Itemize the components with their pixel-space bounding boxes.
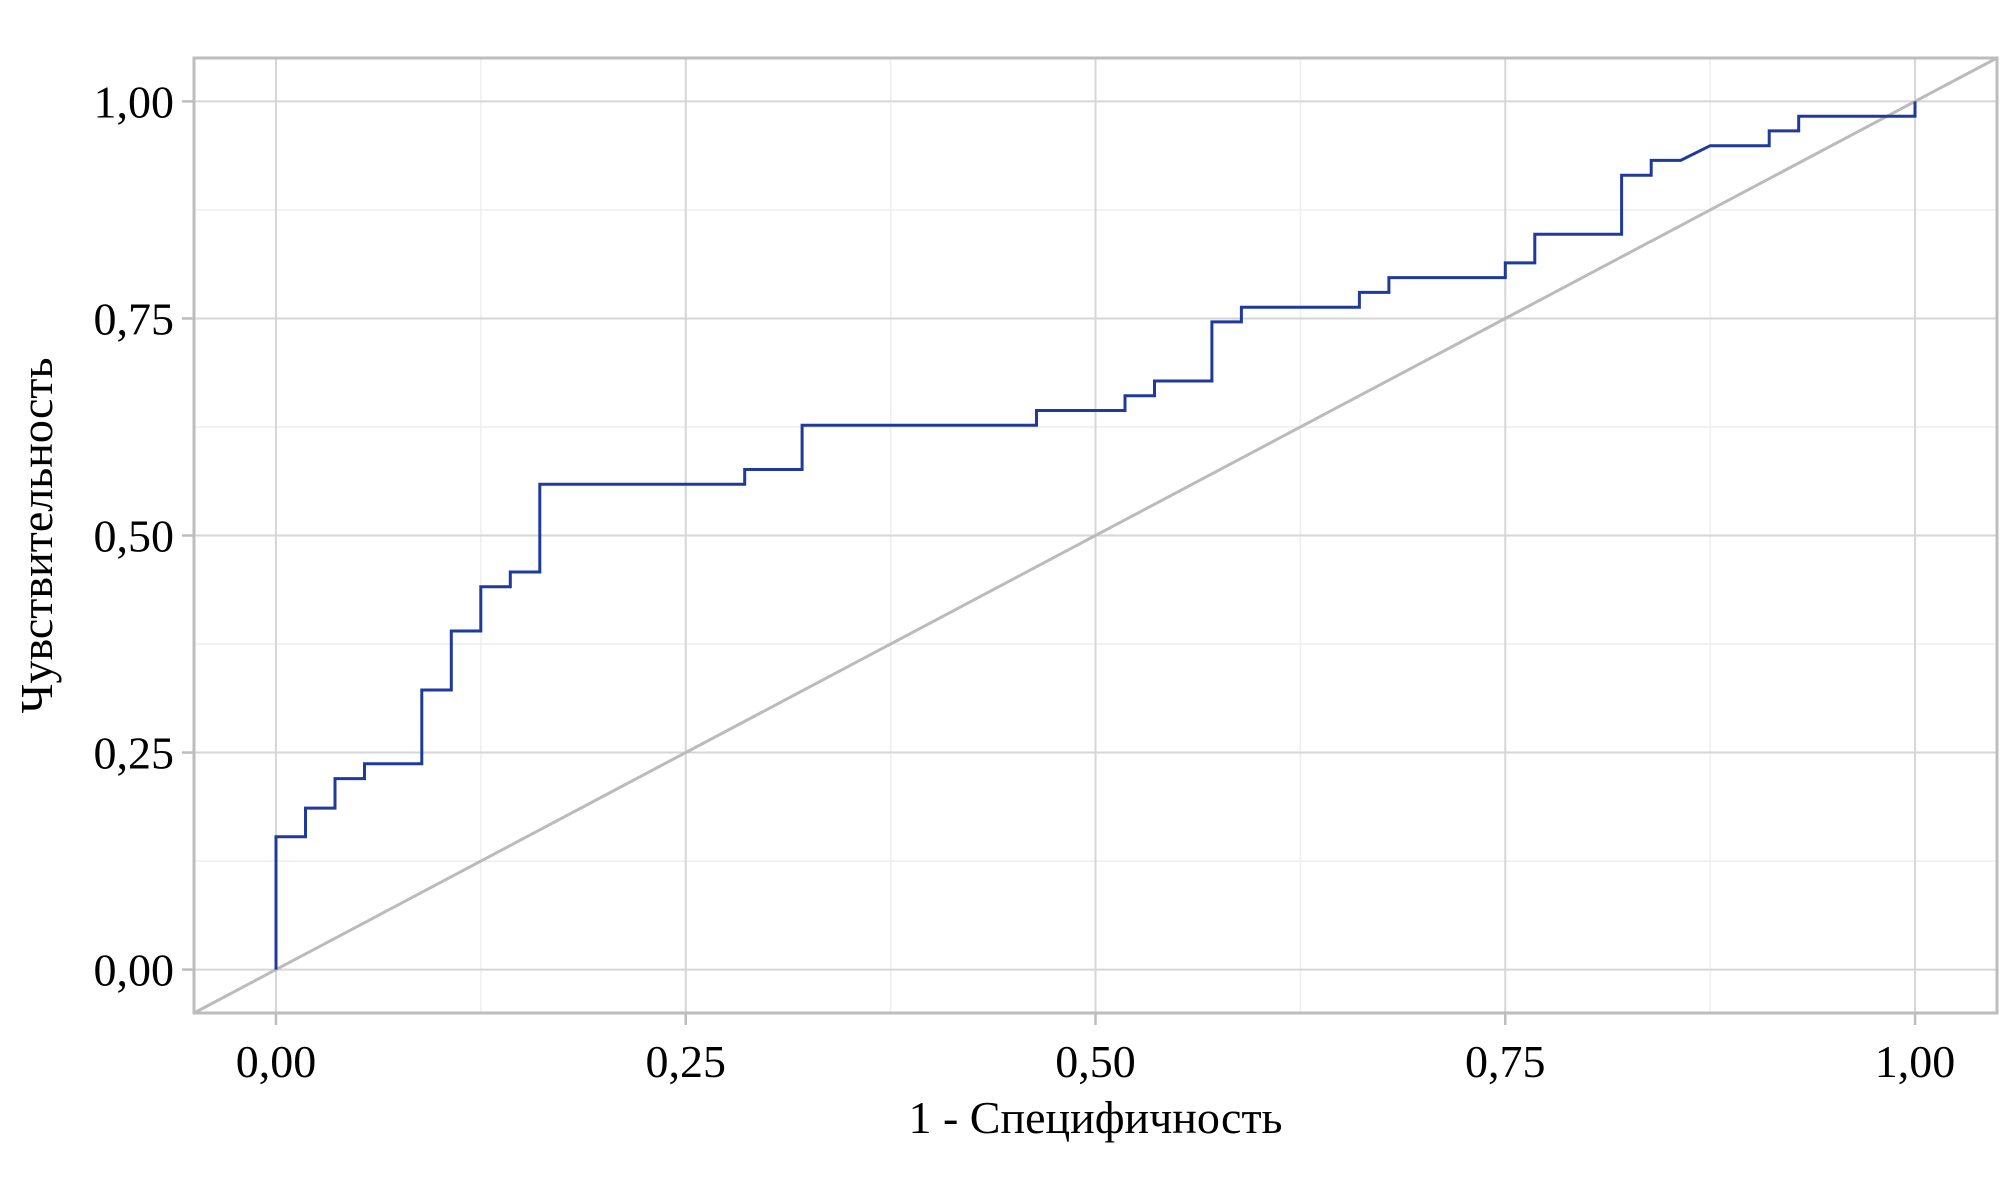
x-tick-label: 0,75 (1465, 1036, 1546, 1087)
grid (194, 58, 1997, 1013)
roc-curve (274, 101, 1917, 970)
x-tick-label: 0,25 (645, 1036, 726, 1087)
reference-line (193, 56, 1998, 1015)
y-tick-label: 0,00 (94, 945, 175, 996)
y-tick-labels: 0,00 0,25 0,50 0,75 1,00 (94, 76, 175, 995)
roc-curve-line (274, 101, 1917, 970)
diagonal-reference-line (193, 56, 1998, 1015)
x-axis-label: 1 - Специфичность (908, 1092, 1282, 1143)
y-tick-label: 0,50 (94, 511, 175, 562)
x-tick-label: 0,00 (236, 1036, 317, 1087)
x-tick-label: 0,50 (1055, 1036, 1136, 1087)
y-tick-label: 0,25 (94, 728, 175, 779)
x-tick-label: 1,00 (1875, 1036, 1956, 1087)
y-axis-label: Чувствительность (11, 358, 62, 714)
tick-marks (182, 100, 1917, 1025)
x-tick-labels: 0,00 0,25 0,50 0,75 1,00 (236, 1036, 1956, 1087)
y-tick-label: 0,75 (94, 293, 175, 344)
y-tick-label: 1,00 (94, 76, 175, 127)
